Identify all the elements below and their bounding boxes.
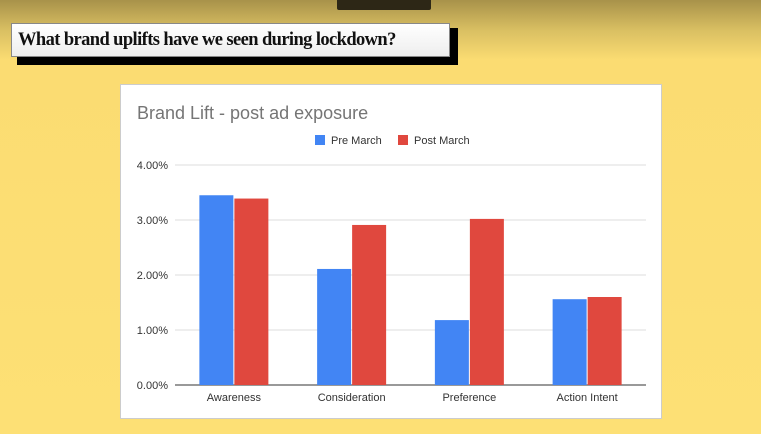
bar-pre-march-action-intent [552, 299, 587, 385]
bar-post-march-consideration [352, 224, 387, 385]
x-tick-label: Action Intent [557, 392, 618, 404]
y-tick-label: 2.00% [137, 270, 168, 282]
bar-pre-march-consideration [317, 268, 352, 385]
legend-label-1: Post March [414, 135, 470, 147]
x-tick-label: Awareness [207, 392, 262, 404]
chart-title: Brand Lift - post ad exposure [137, 103, 368, 123]
y-tick-label: 4.00% [137, 160, 168, 172]
y-tick-label: 3.00% [137, 215, 168, 227]
bar-chart: Brand Lift - post ad exposure Pre March Po… [120, 84, 662, 419]
y-tick-label: 0.00% [137, 380, 168, 392]
legend-swatch-1 [398, 135, 408, 145]
slide-title: What brand uplifts have we seen during l… [11, 23, 450, 57]
bar-pre-march-awareness [199, 195, 234, 385]
top-tab [337, 0, 431, 10]
bar-post-march-action-intent [587, 297, 622, 385]
bar-post-march-preference [469, 218, 504, 385]
bar-pre-march-preference [434, 320, 469, 385]
x-tick-label: Preference [442, 392, 496, 404]
legend-swatch-0 [315, 135, 325, 145]
chart-svg: Brand Lift - post ad exposure Pre March Po… [137, 103, 646, 404]
y-tick-label: 1.00% [137, 325, 168, 337]
bar-post-march-awareness [234, 198, 269, 385]
x-tick-label: Consideration [318, 392, 386, 404]
legend-label-0: Pre March [331, 135, 382, 147]
